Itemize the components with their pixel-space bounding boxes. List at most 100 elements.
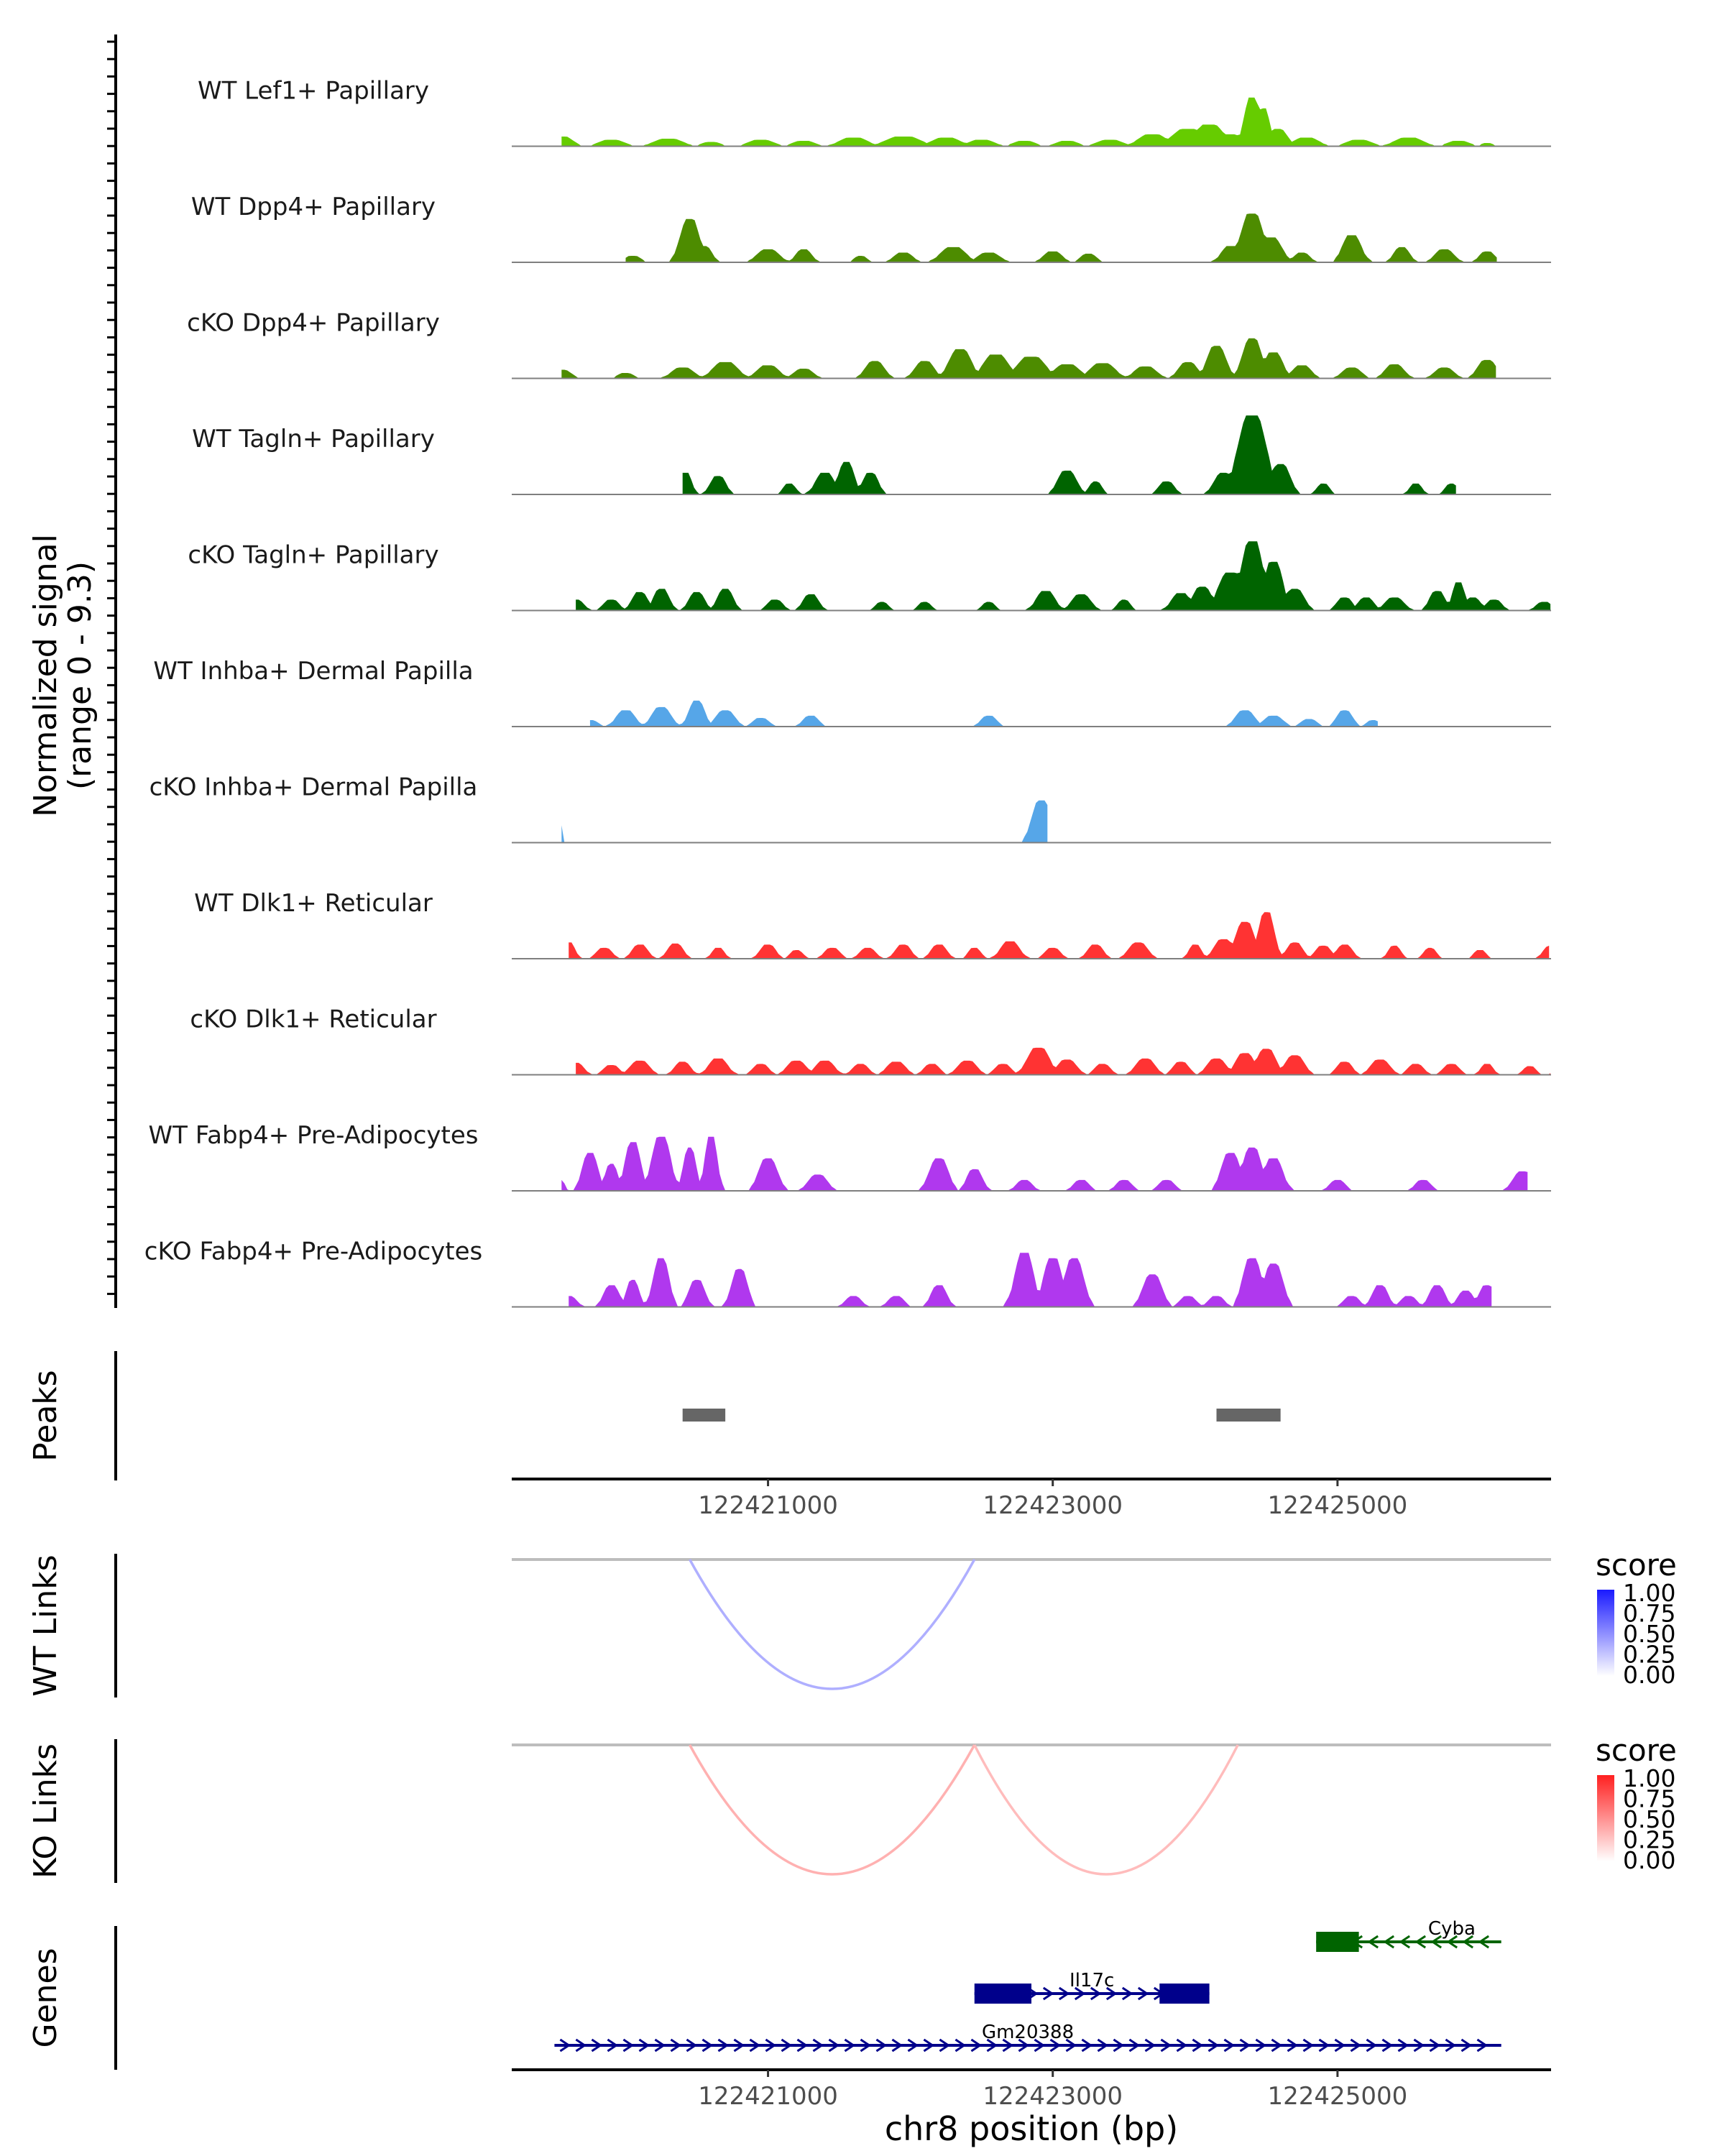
x-tick-label: 122425000 xyxy=(1268,1491,1408,1520)
legend-tick-label: 0.50 xyxy=(1623,1805,1675,1833)
legend-tick-label: 1.00 xyxy=(1623,1579,1675,1607)
strand-arrow xyxy=(1478,1935,1489,1949)
strand-arrow xyxy=(1058,1986,1070,2001)
strand-arrow xyxy=(1429,2038,1441,2053)
strand-arrow xyxy=(1192,2038,1204,2053)
strand-arrow xyxy=(1334,2038,1346,2053)
strand-arrow xyxy=(1287,2038,1299,2053)
strand-arrow xyxy=(1049,2038,1062,2053)
strand-arrow xyxy=(781,2038,793,2053)
strand-arrow xyxy=(1113,2038,1125,2053)
strand-arrow xyxy=(860,2038,872,2053)
track-label: WT Fabp4+ Pre-Adipocytes xyxy=(149,1121,479,1150)
strand-arrow xyxy=(1176,2038,1188,2053)
track-label: cKO Tagln+ Papillary xyxy=(188,541,438,570)
coverage-track: cKO Dpp4+ Papillary xyxy=(187,309,1551,379)
coverage-track: cKO Tagln+ Papillary xyxy=(188,541,1551,612)
coverage-area xyxy=(561,1136,1528,1191)
coverage-track: WT Fabp4+ Pre-Adipocytes xyxy=(149,1121,1551,1192)
strand-arrow xyxy=(1367,1935,1379,1949)
x-tick-label: 122423000 xyxy=(983,1491,1123,1520)
strand-arrow xyxy=(1397,2038,1409,2053)
x-tick-label: 122421000 xyxy=(698,1491,838,1520)
genes-x-ticks: 122421000 122423000 122425000 xyxy=(698,2070,1407,2111)
gene: Gm20388 xyxy=(554,2022,1501,2053)
x-tick-label: 122425000 xyxy=(1268,2082,1408,2111)
legend-colorbar xyxy=(1597,1590,1614,1676)
track-label: WT Dpp4+ Papillary xyxy=(191,193,436,221)
strand-arrow xyxy=(1034,2038,1046,2053)
coverage-area xyxy=(576,1047,1551,1075)
link-arc xyxy=(973,1744,1239,1876)
strand-arrow xyxy=(1081,2038,1093,2053)
genes-track: Cyba Il17c Gm20388 xyxy=(554,1918,1501,2053)
track-label: WT Dlk1+ Reticular xyxy=(194,889,433,918)
coverage-y-ticks xyxy=(107,40,116,1295)
coverage-track: WT Lef1+ Papillary xyxy=(198,77,1551,147)
strand-arrow xyxy=(1383,1935,1394,1949)
x-tick-label: 122423000 xyxy=(983,2082,1123,2111)
coverage-tracks: WT Lef1+ Papillary WT Dpp4+ Papillary cKO … xyxy=(144,77,1551,1308)
strand-arrow xyxy=(970,2038,983,2053)
exon xyxy=(974,1984,1031,2004)
strand-arrow xyxy=(733,2038,745,2053)
strand-arrow xyxy=(1074,1986,1086,2001)
strand-arrow xyxy=(607,2038,619,2053)
legend-tick-label: 1.00 xyxy=(1623,1764,1675,1792)
strand-arrow xyxy=(670,2038,682,2053)
strand-arrow xyxy=(702,2038,714,2053)
x-tick-label: 122421000 xyxy=(698,2082,838,2111)
track-label: WT Lef1+ Papillary xyxy=(198,77,429,106)
strand-arrow xyxy=(1128,2038,1141,2053)
strand-arrow xyxy=(1366,2038,1378,2053)
strand-arrow xyxy=(1271,2038,1283,2053)
strand-arrow xyxy=(1137,1986,1149,2001)
coverage-area xyxy=(569,912,1550,959)
gene-name: Gm20388 xyxy=(982,2022,1074,2043)
strand-arrow xyxy=(954,2038,967,2053)
link-arc xyxy=(689,1559,976,1690)
strand-arrow xyxy=(1255,2038,1267,2053)
gene-name: Il17c xyxy=(1070,1970,1114,1991)
strand-arrow xyxy=(1462,1935,1473,1949)
genes-label: Genes xyxy=(27,1948,64,2047)
coverage-area xyxy=(561,800,1048,843)
track-label: WT Tagln+ Papillary xyxy=(192,425,435,453)
strand-arrow xyxy=(591,2038,603,2053)
strand-arrow xyxy=(891,2038,903,2053)
legend-colorbar xyxy=(1597,1775,1614,1861)
x-axis-title: chr8 position (bp) xyxy=(885,2109,1178,2148)
coverage-track: cKO Fabp4+ Pre-Adipocytes xyxy=(144,1238,1551,1308)
peaks-x-ticks: 122421000 122423000 122425000 xyxy=(698,1479,1407,1520)
track-label: cKO Fabp4+ Pre-Adipocytes xyxy=(144,1238,483,1266)
strand-arrow xyxy=(717,2038,730,2053)
coverage-track: WT Tagln+ Papillary xyxy=(192,415,1551,495)
legend-tick-label: 0.75 xyxy=(1623,1785,1675,1813)
coverage-area xyxy=(682,415,1456,494)
ko-links-label: KO Links xyxy=(27,1743,64,1879)
strand-arrow xyxy=(1446,1935,1458,1949)
strand-arrow xyxy=(765,2038,777,2053)
exon xyxy=(1316,1932,1359,1952)
peaks-label: Peaks xyxy=(27,1370,64,1461)
strand-arrow xyxy=(686,2038,698,2053)
legend-title: score xyxy=(1596,1733,1677,1768)
strand-arrow xyxy=(1430,1935,1442,1949)
strand-arrow xyxy=(828,2038,840,2053)
strand-arrow xyxy=(986,2038,998,2053)
track-label: cKO Dpp4+ Papillary xyxy=(187,309,440,338)
strand-arrow xyxy=(812,2038,824,2053)
strand-arrow xyxy=(1350,2038,1362,2053)
strand-arrow xyxy=(1208,2038,1220,2053)
legend-tick-label: 0.25 xyxy=(1623,1826,1675,1854)
strand-arrow xyxy=(1097,2038,1109,2053)
strand-arrow xyxy=(796,2038,809,2053)
coverage-ylabel-line1: Normalized signal xyxy=(27,534,64,817)
coverage-track: WT Dlk1+ Reticular xyxy=(194,889,1551,959)
coverage-area xyxy=(576,541,1551,611)
strand-arrow xyxy=(1445,2038,1457,2053)
legend-tick-label: 0.25 xyxy=(1623,1641,1675,1669)
wt-links-label: WT Links xyxy=(27,1554,64,1696)
